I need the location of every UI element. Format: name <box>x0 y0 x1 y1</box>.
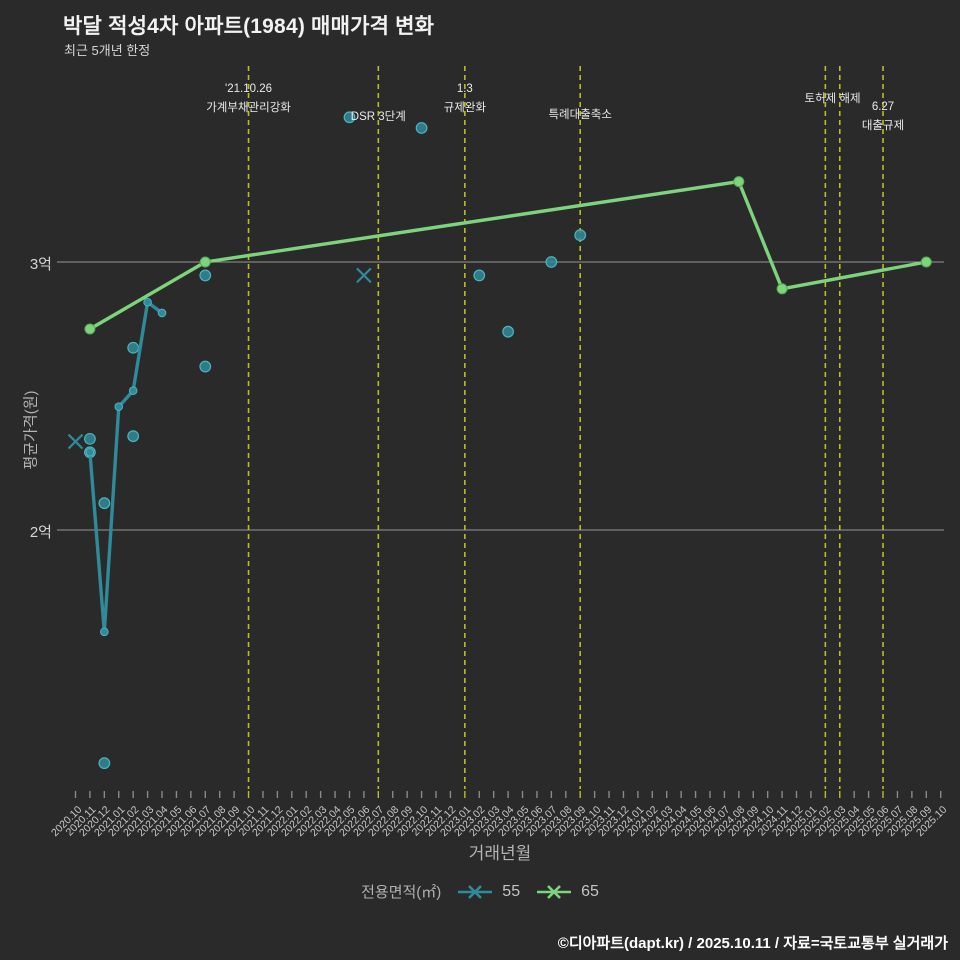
chart-subtitle: 최근 5개년 한정 <box>64 43 151 58</box>
event-annotation: DSR 3단계 <box>350 111 406 123</box>
legend-label-65: 65 <box>581 882 599 900</box>
scatter-point-55 <box>84 432 96 445</box>
scatter-point-55 <box>98 497 111 510</box>
series-65-marker <box>199 256 211 268</box>
page-title: 박달 적성4차 아파트(1984) 매매가격 변화 <box>63 15 435 38</box>
scatter-point-55 <box>415 122 428 134</box>
legend-item-55: 55 <box>457 883 520 901</box>
scatter-point-55 <box>574 229 587 242</box>
series-55-marker <box>128 386 138 395</box>
scatter-point-55 <box>545 256 558 268</box>
scatter-point-55 <box>127 430 140 443</box>
scatter-point-55 <box>127 341 140 354</box>
scatter-point-55 <box>473 269 486 282</box>
legend-title: 전용면적(㎡) <box>361 884 442 901</box>
series-55-marker <box>143 297 152 307</box>
series-55-x-marker-icon <box>457 884 493 900</box>
y-tick-label: 2억 <box>29 524 52 541</box>
event-annotation: 토허제 해제 <box>804 93 861 105</box>
legend-label-55: 55 <box>502 882 521 900</box>
series-55-marker <box>100 627 109 637</box>
scatter-point-55 <box>343 111 356 124</box>
scatter-point-55 <box>199 360 212 373</box>
scatter-point-55 <box>199 269 212 282</box>
legend: 전용면적(㎡) 55 65 <box>0 881 960 902</box>
scatter-point-55 <box>98 757 111 770</box>
series-55-line <box>88 300 164 634</box>
series-55-marker <box>157 308 167 318</box>
series-55-marker <box>114 402 124 412</box>
y-tick-label: 3억 <box>29 256 52 273</box>
x-axis-title: 거래년월 <box>468 844 532 863</box>
series-55-x-marker <box>67 433 84 450</box>
footer-credit: ©디아파트(dapt.kr) / 2025.10.11 / 자료=국토교통부 실… <box>557 935 948 952</box>
series-65-marker <box>84 323 96 335</box>
series-65-marker <box>733 176 745 188</box>
event-annotation: 특례대출축소 <box>548 109 612 121</box>
series-65-marker <box>776 283 788 295</box>
event-annotation: 6.27 대출규제 <box>861 101 905 132</box>
legend-item-65: 65 <box>536 883 599 901</box>
y-axis-title: 평균가격(원) <box>22 390 40 470</box>
scatter-point-55 <box>502 325 515 338</box>
series-65-x-marker-icon <box>536 884 572 900</box>
series-55-x-marker <box>356 267 372 284</box>
series-65-line <box>88 179 928 331</box>
event-annotation: 1.3 규제완화 <box>443 83 486 114</box>
series-55-marker <box>85 447 95 457</box>
event-annotation: '21.10.26 가계부채관리강화 <box>206 83 291 114</box>
series-65-marker <box>920 256 932 268</box>
